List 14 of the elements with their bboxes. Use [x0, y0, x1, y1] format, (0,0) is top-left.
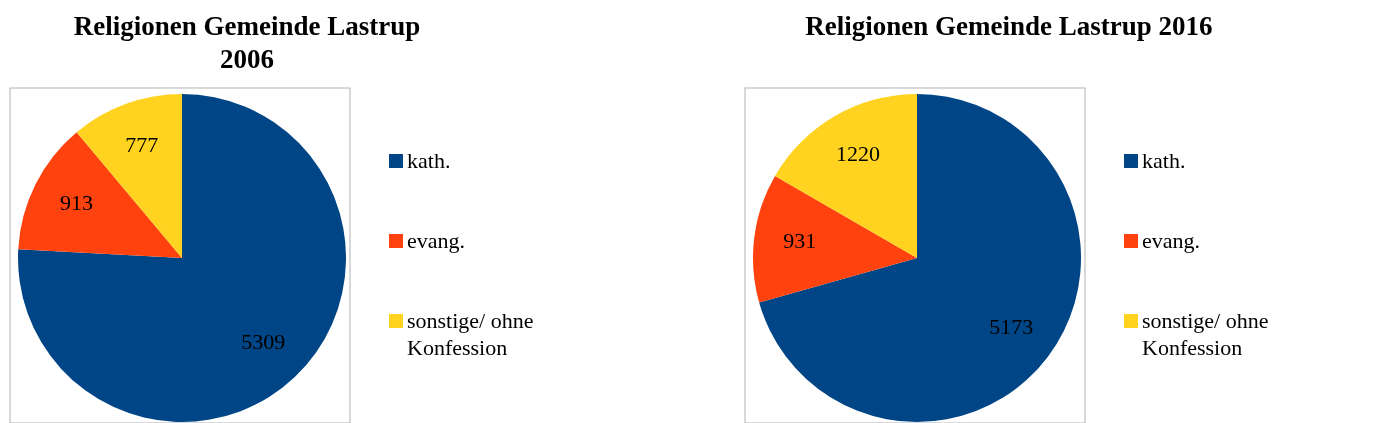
legend-label: evang.: [1142, 228, 1201, 253]
legend-label: evang.: [407, 228, 466, 253]
data-label: 777: [125, 132, 159, 158]
chart-title: Religionen Gemeinde Lastrup 2006: [73, 11, 421, 74]
chart-title: Religionen Gemeinde Lastrup 2016: [805, 11, 1213, 41]
legend-label: kath.: [1142, 148, 1186, 173]
data-label: 1220: [835, 140, 880, 166]
legend-label: kath.: [407, 148, 451, 173]
legend-label: sonstige/ ohne Konfession: [407, 308, 534, 360]
data-label: 5173: [989, 314, 1034, 340]
data-label: 913: [59, 190, 93, 216]
data-label: 5309: [241, 328, 286, 354]
legend-label: sonstige/ ohne Konfession: [1142, 308, 1269, 360]
data-label: 931: [783, 228, 817, 254]
